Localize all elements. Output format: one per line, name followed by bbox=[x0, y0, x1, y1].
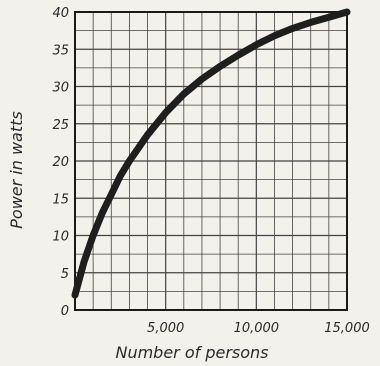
y-tick-labels: 0 5 10 15 20 25 30 35 40 bbox=[52, 6, 69, 319]
y-tick-label: 10 bbox=[52, 230, 69, 245]
plot-frame bbox=[74, 11, 348, 311]
y-tick-label: 40 bbox=[52, 6, 69, 21]
series-group bbox=[71, 8, 351, 299]
y-tick-label: 0 bbox=[61, 304, 69, 319]
y-tick-label: 20 bbox=[52, 155, 69, 170]
y-tick-label: 15 bbox=[52, 192, 69, 207]
grid bbox=[75, 12, 347, 310]
x-tick-labels: 5,000 10,000 15,000 bbox=[147, 321, 370, 336]
y-tick-label: 30 bbox=[52, 81, 69, 96]
y-tick-label: 5 bbox=[61, 267, 69, 282]
x-tick-label: 10,000 bbox=[234, 321, 280, 336]
y-tick-label: 35 bbox=[52, 43, 69, 58]
series-line bbox=[71, 8, 351, 299]
x-tick-label: 5,000 bbox=[147, 321, 184, 336]
y-axis-label: Power in watts bbox=[7, 111, 26, 228]
y-tick-label: 25 bbox=[52, 118, 69, 133]
x-tick-label: 15,000 bbox=[324, 321, 370, 336]
x-axis-label: Number of persons bbox=[115, 343, 268, 362]
